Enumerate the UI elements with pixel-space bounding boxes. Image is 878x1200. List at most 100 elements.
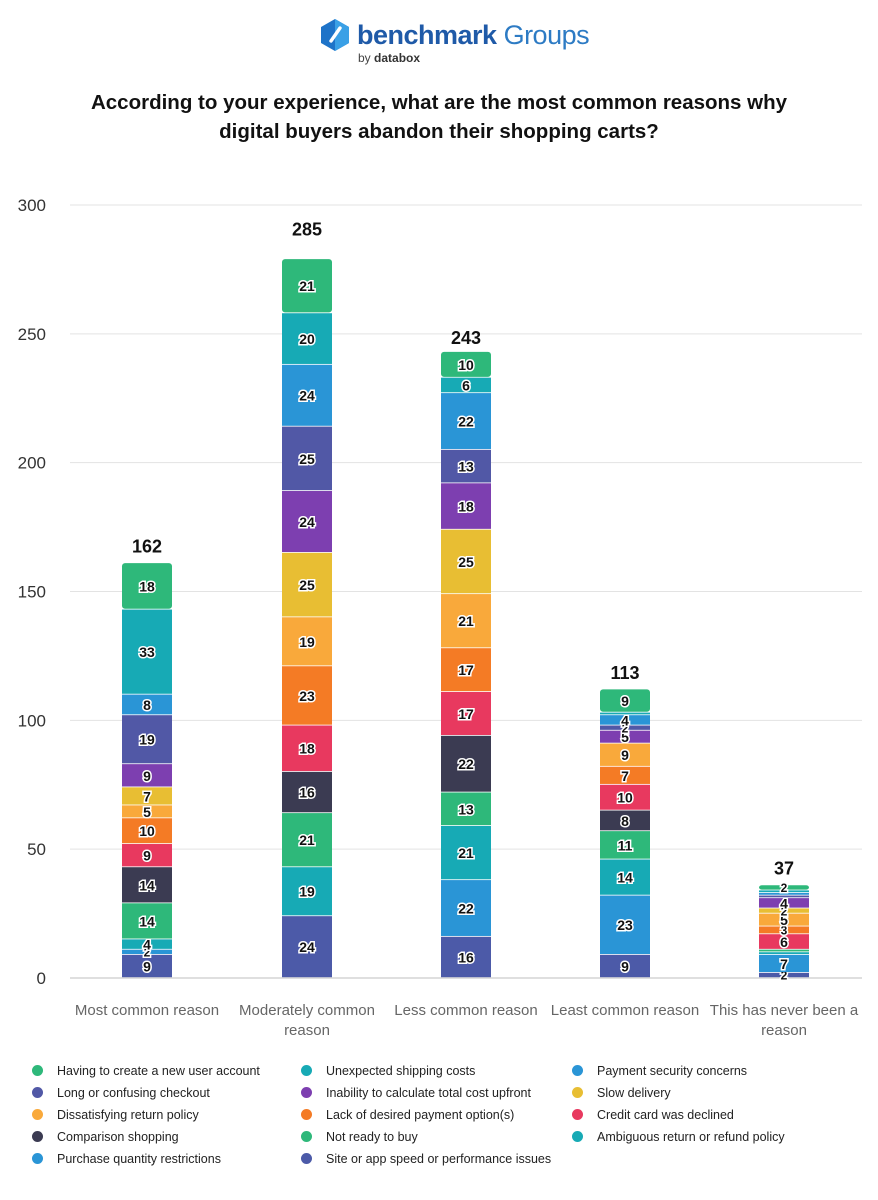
segment-value-label: 6 <box>462 377 470 393</box>
bar-segment <box>122 764 172 787</box>
segment-value-label: 21 <box>299 278 315 294</box>
legend-label: Lack of desired payment option(s) <box>326 1108 515 1122</box>
segment-value-label: 5 <box>143 804 151 820</box>
bar-segment <box>282 666 332 725</box>
bar-segment <box>759 949 809 952</box>
bar-segment <box>441 393 491 449</box>
bar-segment <box>441 936 491 978</box>
bar-total-label: 243 <box>451 328 481 348</box>
bar-segment <box>441 825 491 880</box>
segment-value-label: 2 <box>781 904 788 918</box>
legend-color-dot <box>572 1087 583 1098</box>
legend-color-dot <box>301 1131 312 1142</box>
segment-value-label: 9 <box>621 747 629 763</box>
legend-label: Long or confusing checkout <box>57 1086 210 1100</box>
by-text: by <box>358 51 375 65</box>
bar-segment <box>441 449 491 483</box>
bar-segment <box>600 743 650 766</box>
segment-value-label: 9 <box>143 848 151 864</box>
segment-value-label: 25 <box>299 577 315 593</box>
legend-label: Inability to calculate total cost upfron… <box>326 1086 531 1100</box>
bar-segment <box>759 954 809 973</box>
bar-segment <box>282 552 332 617</box>
segment-value-label: 18 <box>458 499 474 515</box>
bar-segment <box>759 934 809 949</box>
bar-segment <box>282 867 332 916</box>
bar-segment <box>441 377 491 393</box>
segment-value-label: 33 <box>139 644 155 660</box>
bar-segment <box>759 892 809 895</box>
segment-value-label: 21 <box>458 845 474 861</box>
bar-segment <box>122 818 172 844</box>
segment-value-label: 3 <box>781 924 788 938</box>
segment-value-label: 24 <box>299 939 315 955</box>
segment-value-label: 2 <box>144 946 151 960</box>
legend-color-dot <box>32 1153 43 1164</box>
category-label: Less common reason <box>394 1002 537 1019</box>
y-tick-label: 150 <box>18 583 46 602</box>
segment-value-label: 18 <box>299 741 315 757</box>
bar-segment <box>122 787 172 805</box>
bar-segment <box>600 859 650 895</box>
legend-label: Comparison shopping <box>57 1130 179 1144</box>
bar-segment <box>600 895 650 955</box>
segment-value-label: 23 <box>617 917 633 933</box>
bar-segment <box>282 813 332 867</box>
segment-value-label: 6 <box>780 934 788 950</box>
category-label: Least common reason <box>551 1002 699 1019</box>
segment-value-label: 4 <box>621 712 629 728</box>
legend-label: Not ready to buy <box>326 1130 418 1144</box>
segment-value-label: 5 <box>621 729 629 745</box>
segment-value-label: 13 <box>458 801 474 817</box>
bar-segment <box>759 913 809 926</box>
bar-segment <box>122 694 172 715</box>
bar-segment <box>122 609 172 694</box>
bar-segment <box>441 735 491 792</box>
bar-segment <box>122 867 172 903</box>
legend-label: Having to create a new user account <box>57 1064 260 1078</box>
segment-value-label: 22 <box>458 756 474 772</box>
y-tick-label: 0 <box>37 969 46 988</box>
y-tick-label: 300 <box>18 196 46 215</box>
bar-segment <box>282 491 332 553</box>
category-label: Most common reason <box>75 1002 219 1019</box>
bar-segment <box>441 351 491 377</box>
bar-segment <box>600 784 650 810</box>
bar-segment <box>441 529 491 594</box>
chart-title: According to your experience, what are t… <box>40 88 838 146</box>
bar-segment <box>282 426 332 491</box>
bar-total-label: 285 <box>292 220 322 240</box>
chart-title-line-2: digital buyers abandon their shopping ca… <box>219 120 659 143</box>
bar-segment <box>600 689 650 712</box>
segment-value-label: 21 <box>458 613 474 629</box>
segment-value-label: 8 <box>621 813 629 829</box>
bar-segment <box>122 939 172 949</box>
segment-value-label: 18 <box>139 578 155 594</box>
segment-value-label: 24 <box>299 514 315 530</box>
chart-title-line-1: According to your experience, what are t… <box>90 91 788 114</box>
brand-bold-text: benchmark <box>357 20 497 50</box>
segment-value-label: 17 <box>458 662 474 678</box>
bar-segment <box>282 617 332 666</box>
legend-color-dot <box>572 1065 583 1076</box>
segment-value-label: 14 <box>617 870 633 886</box>
segment-value-label: 10 <box>458 357 474 373</box>
category-label: Moderately common <box>239 1002 375 1019</box>
segment-value-label: 4 <box>780 895 788 911</box>
bar-segment <box>759 895 809 898</box>
segment-value-label: 25 <box>458 554 474 570</box>
bar-segment <box>600 766 650 784</box>
segment-value-label: 13 <box>458 459 474 475</box>
bar-segment <box>759 972 809 978</box>
bar-segment <box>759 926 809 934</box>
bar-total-label: 113 <box>610 663 639 683</box>
bar-segment <box>759 885 809 890</box>
bar-segment <box>759 890 809 893</box>
bar-segment <box>122 903 172 939</box>
bar-segment <box>600 730 650 743</box>
segment-value-label: 7 <box>780 956 788 972</box>
segment-value-label: 10 <box>617 790 633 806</box>
category-label: reason <box>284 1022 330 1039</box>
segment-value-label: 17 <box>458 706 474 722</box>
header: benchmark Groups by databox <box>0 16 878 68</box>
